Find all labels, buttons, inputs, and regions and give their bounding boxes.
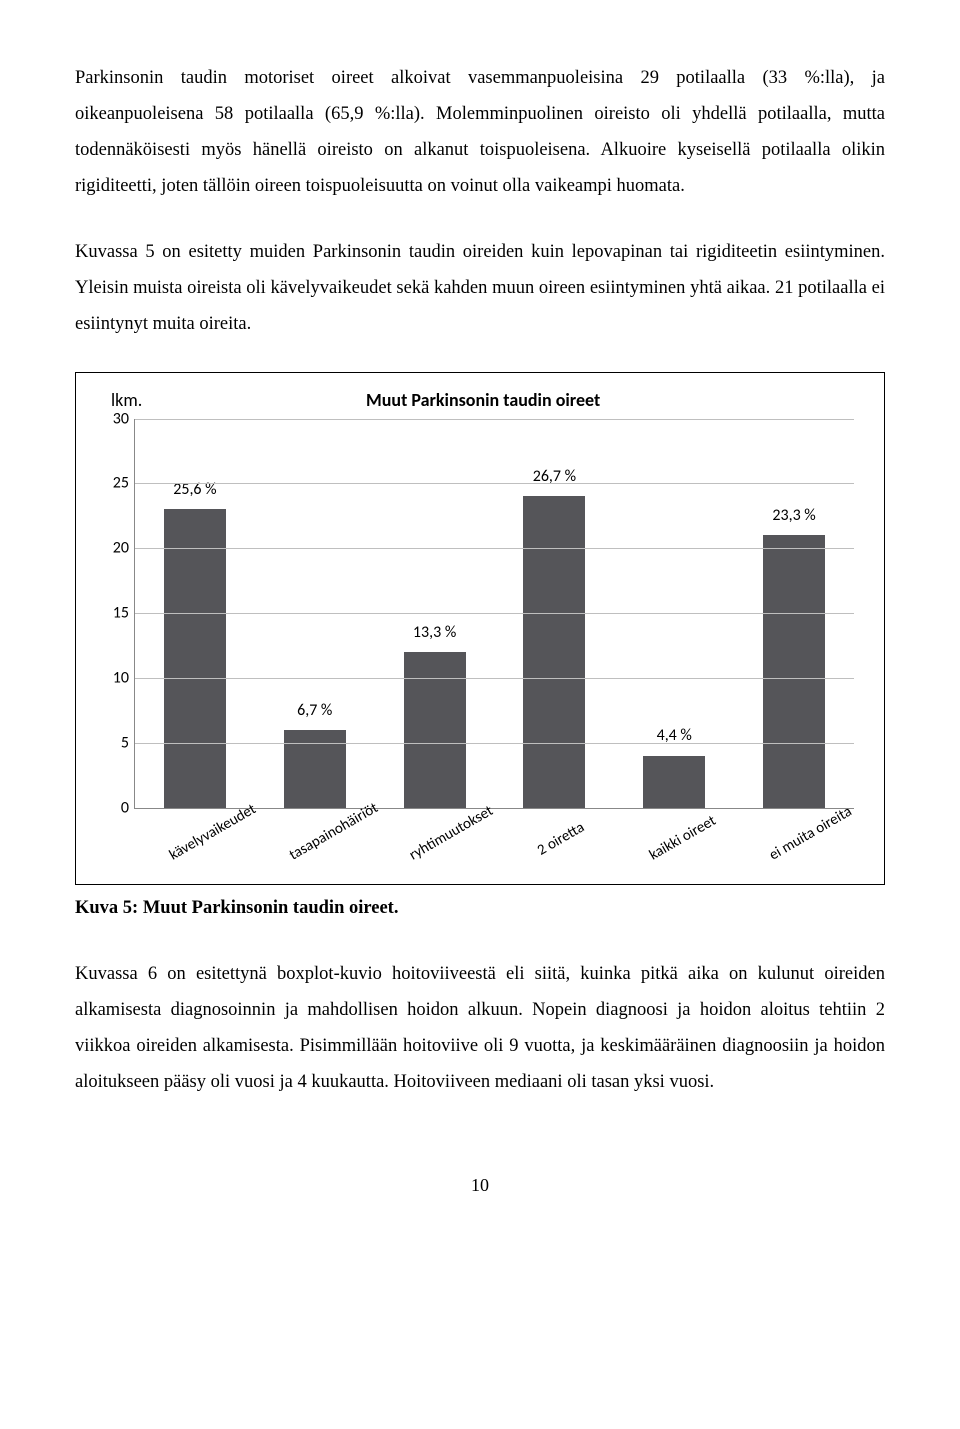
chart-bar-value-label: 25,6 % (173, 474, 216, 505)
chart-title: Muut Parkinsonin taudin oireet (142, 383, 824, 418)
chart-y-tick: 30 (101, 403, 129, 434)
chart-bar (763, 535, 825, 807)
chart-gridline (135, 743, 854, 744)
figure-caption: Kuva 5: Muut Parkinsonin taudin oireet. (75, 890, 885, 926)
chart-bar (523, 496, 585, 807)
chart-bar-value-label: 23,3 % (772, 500, 815, 531)
chart-gridline (135, 613, 854, 614)
chart-x-tick-label: kaikki oireet (644, 809, 731, 889)
chart-bar (404, 652, 466, 808)
chart-x-labels: kävelyvaikeudettasapainohäiriötryhtimuut… (134, 809, 854, 879)
chart-gridline (135, 548, 854, 549)
chart-bar-slot: 26,7 % (519, 461, 589, 807)
chart-bar-value-label: 13,3 % (413, 617, 456, 648)
chart-x-tick-label: kävelyvaikeudet (164, 809, 251, 889)
chart-y-tick: 0 (101, 792, 129, 823)
chart-y-tick: 25 (101, 468, 129, 499)
chart-x-tick-label: ryhtimuutokset (404, 809, 491, 889)
chart-bar-value-label: 26,7 % (533, 461, 576, 492)
chart-bar-slot: 25,6 % (160, 474, 230, 807)
chart-y-tick: 15 (101, 597, 129, 628)
page-number: 10 (75, 1168, 885, 1203)
chart-x-tick-label: tasapainohäiriöt (284, 809, 371, 889)
chart-gridline (135, 483, 854, 484)
chart-y-tick: 10 (101, 662, 129, 693)
figure-caption-text: Kuva 5: Muut Parkinsonin taudin oireet. (75, 898, 398, 918)
paragraph-3: Kuvassa 6 on esitettynä boxplot-kuvio ho… (75, 956, 885, 1100)
chart-bar-slot: 13,3 % (400, 617, 470, 808)
chart-bar-value-label: 4,4 % (657, 720, 692, 751)
chart-gridline (135, 419, 854, 420)
chart-x-tick-label: ei muita oireita (764, 809, 851, 889)
chart-bar-slot: 4,4 % (639, 720, 709, 807)
chart-bar-value-label: 6,7 % (297, 695, 332, 726)
paragraph-1: Parkinsonin taudin motoriset oireet alko… (75, 60, 885, 204)
chart-plot-area: 25,6 %6,7 %13,3 %26,7 %4,4 %23,3 % 05101… (134, 419, 854, 809)
chart-bar (643, 756, 705, 808)
chart-bar (284, 730, 346, 808)
chart-gridline (135, 678, 854, 679)
chart-y-tick: 5 (101, 727, 129, 758)
chart-container: lkm. Muut Parkinsonin taudin oireet 25,6… (75, 372, 885, 884)
chart-bar-slot: 23,3 % (759, 500, 829, 807)
chart-y-tick: 20 (101, 533, 129, 564)
chart-bar-slot: 6,7 % (280, 695, 350, 808)
paragraph-2: Kuvassa 5 on esitetty muiden Parkinsonin… (75, 234, 885, 342)
chart-bar (164, 509, 226, 807)
chart-x-tick-label: 2 oiretta (524, 809, 611, 889)
